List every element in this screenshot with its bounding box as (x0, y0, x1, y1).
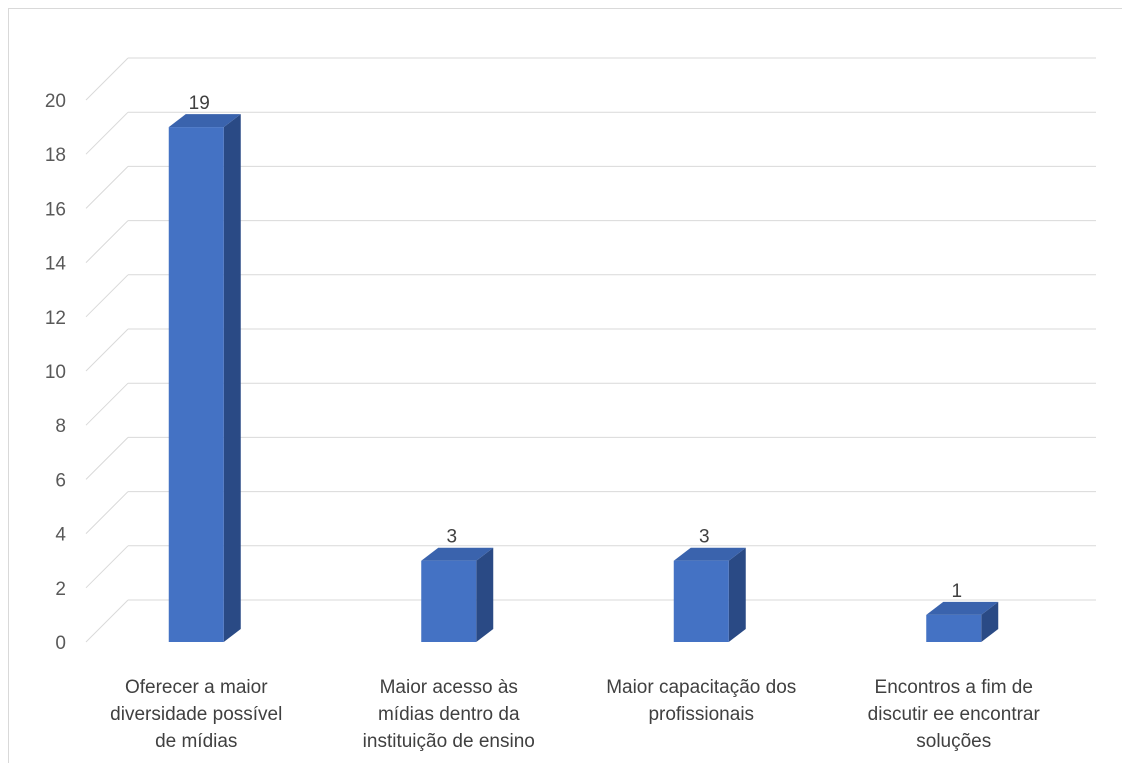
data-label: 1 (951, 581, 962, 602)
bar-top (168, 114, 241, 128)
bar-side (981, 601, 999, 642)
gridline-diagonal (85, 328, 129, 372)
gridline-diagonal (85, 57, 129, 101)
y-tick-label: 2 (55, 579, 66, 600)
y-tick-label: 10 (45, 362, 66, 383)
y-tick-label: 6 (55, 470, 66, 491)
gridline-diagonal (85, 437, 129, 480)
data-label: 3 (699, 527, 710, 548)
y-tick-label: 16 (45, 199, 66, 220)
bar (168, 127, 224, 643)
bar-side (728, 547, 746, 642)
y-tick-label: 8 (55, 416, 66, 437)
data-label: 3 (446, 527, 457, 548)
bar (926, 614, 982, 642)
gridline-diagonal (85, 274, 129, 318)
x-category-label: Maior acesso às mídias dentro da instituiç… (363, 677, 535, 752)
gridline-diagonal (85, 382, 129, 426)
y-tick-label: 12 (45, 308, 66, 329)
bar (421, 560, 477, 642)
y-tick-label: 0 (55, 633, 66, 654)
gridline-diagonal (85, 599, 129, 643)
bar-side (223, 114, 241, 643)
x-category-label: Maior capacitação dos profissionais (606, 677, 796, 725)
y-tick-label: 14 (45, 254, 67, 275)
x-category-label: Oferecer a maior diversidade possível de m… (110, 677, 282, 752)
bar (673, 560, 729, 642)
chart-frame (8, 8, 1122, 763)
bar-top (421, 547, 494, 561)
gridline-diagonal (85, 111, 129, 155)
gridline-diagonal (85, 545, 129, 589)
bar-top (926, 601, 999, 615)
bar-top (673, 547, 746, 561)
gridline-diagonal (85, 166, 129, 209)
data-label: 19 (189, 93, 210, 114)
gridline-diagonal (85, 220, 129, 263)
y-tick-label: 4 (55, 525, 66, 546)
gridline-diagonal (85, 491, 129, 534)
y-tick-label: 18 (45, 145, 66, 166)
y-tick-label: 20 (45, 91, 66, 112)
x-category-label: Encontros a fim de discutir ee encontrar s… (868, 677, 1041, 752)
bar-side (476, 547, 494, 642)
